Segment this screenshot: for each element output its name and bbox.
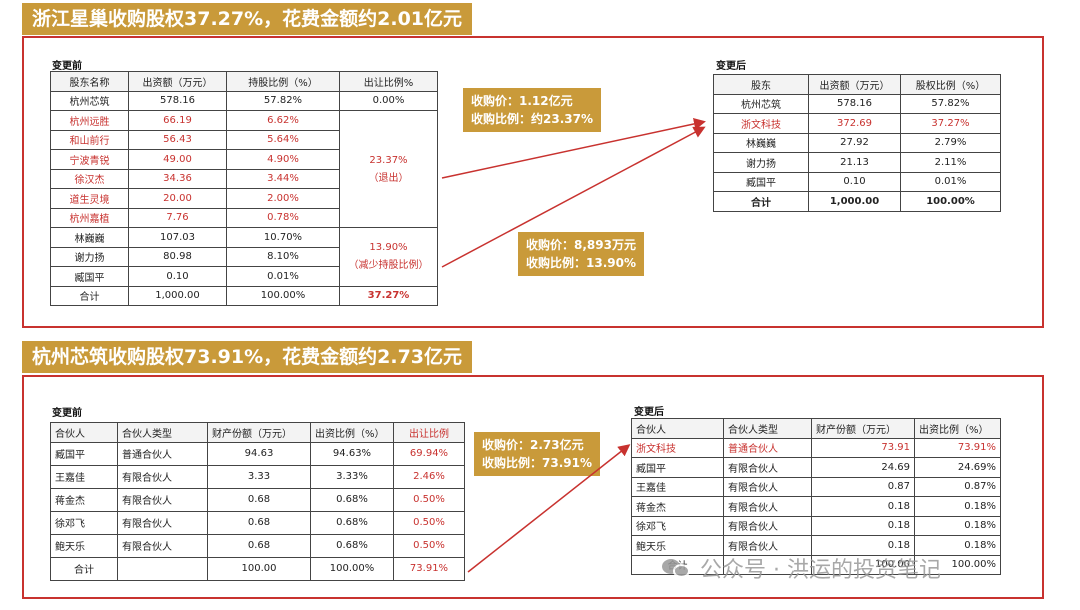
col-header: 合伙人类型 — [117, 422, 208, 443]
col-header: 合伙人 — [631, 418, 724, 439]
col-header: 财产份额（万元） — [207, 422, 311, 443]
col-header: 出让比例% — [339, 71, 438, 92]
table-row: 王嘉佳 有限合伙人 3.33 3.33% 2.46% — [50, 464, 465, 489]
col-header: 合伙人类型 — [723, 418, 812, 439]
chat-bubble-icon — [662, 557, 692, 579]
s2-before-label: 变更前 — [52, 408, 82, 419]
col-header: 财产份额（万元） — [811, 418, 915, 439]
table-row: 徐邓飞 有限合伙人 0.68 0.68% 0.50% — [50, 510, 465, 535]
table-row: 林巍巍 27.92 2.79% — [713, 132, 1001, 153]
table-row: 宁波青锐 49.00 4.90% — [50, 149, 438, 170]
table-row: 蒋金杰 有限合伙人 0.18 0.18% — [631, 496, 1001, 517]
s1-callout-exit: 收购价：1.12亿元 收购比例：约23.37% — [463, 88, 601, 132]
table-total-row: 合计 1,000.00 100.00% 37.27% — [50, 285, 438, 306]
table-row: 臧国平 0.10 0.01% — [50, 266, 438, 287]
col-header: 持股比例（%） — [226, 71, 340, 92]
section1-panel — [22, 36, 1044, 328]
section2-panel — [22, 375, 1044, 599]
section1-banner: 浙江星巢收购股权37.27%，花费金额约2.01亿元 — [22, 3, 473, 35]
col-header: 出让比例 — [393, 422, 465, 443]
col-header: 出资比例（%） — [310, 422, 394, 443]
transfer-reduce-cell: 13.90% （减少持股比例） — [339, 227, 438, 287]
s2-before-table: 合伙人 合伙人类型 财产份额（万元） 出资比例（%） 出让比例 臧国平 普通合伙… — [50, 422, 465, 581]
table-row: 杭州嘉植 7.76 0.78% — [50, 207, 438, 228]
s1-before-table: 股东名称 出资额（万元） 持股比例（%） 出让比例% 杭州芯筑 578.16 5… — [50, 71, 438, 306]
table-row: 杭州远胜 66.19 6.62% 23.37% （退出） — [50, 110, 438, 228]
table-row: 臧国平 0.10 0.01% — [713, 171, 1001, 192]
table-row: 臧国平 普通合伙人 94.63 94.63% 69.94% — [50, 441, 465, 466]
s1-callout-reduce: 收购价：8,893万元 收购比例：13.90% — [518, 232, 644, 276]
table-row: 浙文科技 372.69 37.27% — [713, 113, 1001, 134]
col-header: 股权比例（%） — [900, 74, 1001, 95]
table-row: 林巍巍 107.03 10.70% 13.90% （减少持股比例） — [50, 227, 438, 287]
transfer-exit-cell: 23.37% （退出） — [339, 110, 438, 228]
table-row: 鲍天乐 有限合伙人 0.68 0.68% 0.50% — [50, 533, 465, 558]
table-row: 徐邓飞 有限合伙人 0.18 0.18% — [631, 515, 1001, 536]
table-row: 王嘉佳 有限合伙人 0.87 0.87% — [631, 476, 1001, 497]
s2-callout: 收购价：2.73亿元 收购比例：73.91% — [474, 432, 600, 476]
watermark: 公众号 · 洪运的投资笔记 — [662, 552, 941, 584]
section2-banner: 杭州芯筑收购股权73.91%，花费金额约2.73亿元 — [22, 341, 473, 373]
table-row: 浙文科技 普通合伙人 73.91 73.91% — [631, 437, 1001, 458]
table-row: 杭州芯筑 578.16 57.82% — [713, 93, 1001, 114]
col-header: 出资比例（%） — [914, 418, 1001, 439]
col-header: 股东名称 — [50, 71, 129, 92]
table-row: 蒋金杰 有限合伙人 0.68 0.68% 0.50% — [50, 487, 465, 512]
col-header: 出资额（万元） — [128, 71, 227, 92]
table-row: 谢力扬 80.98 8.10% — [50, 246, 438, 267]
table-total-row: 合计 1,000.00 100.00% — [713, 191, 1001, 212]
table-row: 臧国平 有限合伙人 24.69 24.69% — [631, 457, 1001, 478]
table-total-row: 合计 100.00 100.00% 73.91% — [50, 556, 465, 581]
table-row: 杭州芯筑 578.16 57.82% 0.00% — [50, 90, 438, 111]
s1-before-label: 变更前 — [52, 61, 82, 72]
col-header: 合伙人 — [50, 422, 118, 443]
col-header: 股东 — [713, 74, 809, 95]
s1-after-label: 变更后 — [716, 61, 746, 72]
s2-after-table: 合伙人 合伙人类型 财产份额（万元） 出资比例（%） 浙文科技 普通合伙人 73… — [631, 418, 1001, 575]
table-row: 谢力扬 21.13 2.11% — [713, 152, 1001, 173]
s2-after-label: 变更后 — [634, 407, 664, 418]
col-header: 出资额（万元） — [808, 74, 901, 95]
s1-after-table: 股东 出资额（万元） 股权比例（%） 杭州芯筑 578.16 57.82% 浙文… — [713, 74, 1001, 212]
table-row: 鲍天乐 有限合伙人 0.18 0.18% — [631, 535, 1001, 556]
